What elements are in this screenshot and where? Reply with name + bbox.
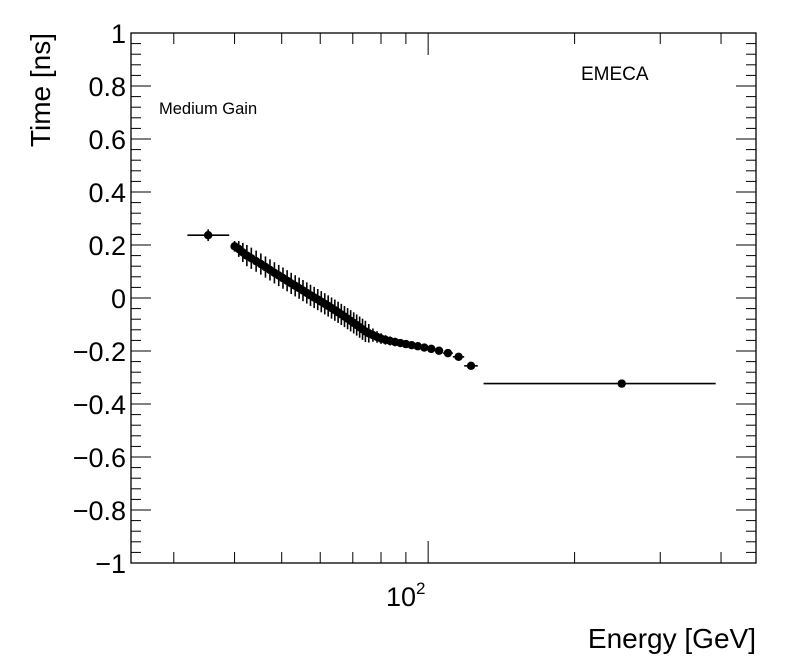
y-tick-label: 1 <box>111 19 126 49</box>
marker <box>443 348 453 358</box>
region-annotation: EMECA <box>581 64 649 85</box>
y-tick-label: −0.4 <box>73 390 126 420</box>
x-axis-ticks <box>173 33 722 563</box>
marker <box>617 379 626 388</box>
y-tick-label: 0 <box>111 284 126 314</box>
y-tick-label: −0.8 <box>73 496 126 526</box>
x-axis-title: Energy [GeV] <box>588 623 756 654</box>
data-point <box>187 229 230 242</box>
data-point <box>247 247 256 269</box>
marker <box>413 342 422 351</box>
data-point <box>443 348 453 358</box>
marker <box>420 343 429 352</box>
y-tick-label: 0.8 <box>88 72 126 102</box>
y-axis-title: Time [ns] <box>25 33 56 147</box>
y-tick-label: 0.4 <box>88 178 126 208</box>
marker <box>427 344 436 354</box>
marker <box>466 361 476 371</box>
y-tick-label: 0.6 <box>88 125 126 155</box>
y-tick-label: −0.2 <box>73 337 126 367</box>
data-point <box>420 343 429 352</box>
data-point <box>434 346 444 355</box>
data-point <box>483 379 716 388</box>
data-point <box>464 361 478 371</box>
y-tick-label: 0.2 <box>88 231 126 261</box>
data-point <box>413 342 422 351</box>
data-points <box>187 229 716 388</box>
y-tick-label: −0.6 <box>73 443 126 473</box>
data-point <box>427 344 436 354</box>
x-tick-label-major: 102 <box>386 579 426 612</box>
y-axis-tick-labels: −1 −0.8 −0.6 −0.4 −0.2 0 0.2 0.4 0.6 0.8 1 <box>73 19 126 579</box>
gain-annotation: Medium Gain <box>159 100 257 118</box>
y-axis-ticks <box>131 32 756 564</box>
marker <box>434 346 444 355</box>
marker <box>454 352 463 362</box>
y-tick-label: −1 <box>95 549 126 579</box>
marker <box>203 230 213 240</box>
data-point <box>452 352 465 362</box>
